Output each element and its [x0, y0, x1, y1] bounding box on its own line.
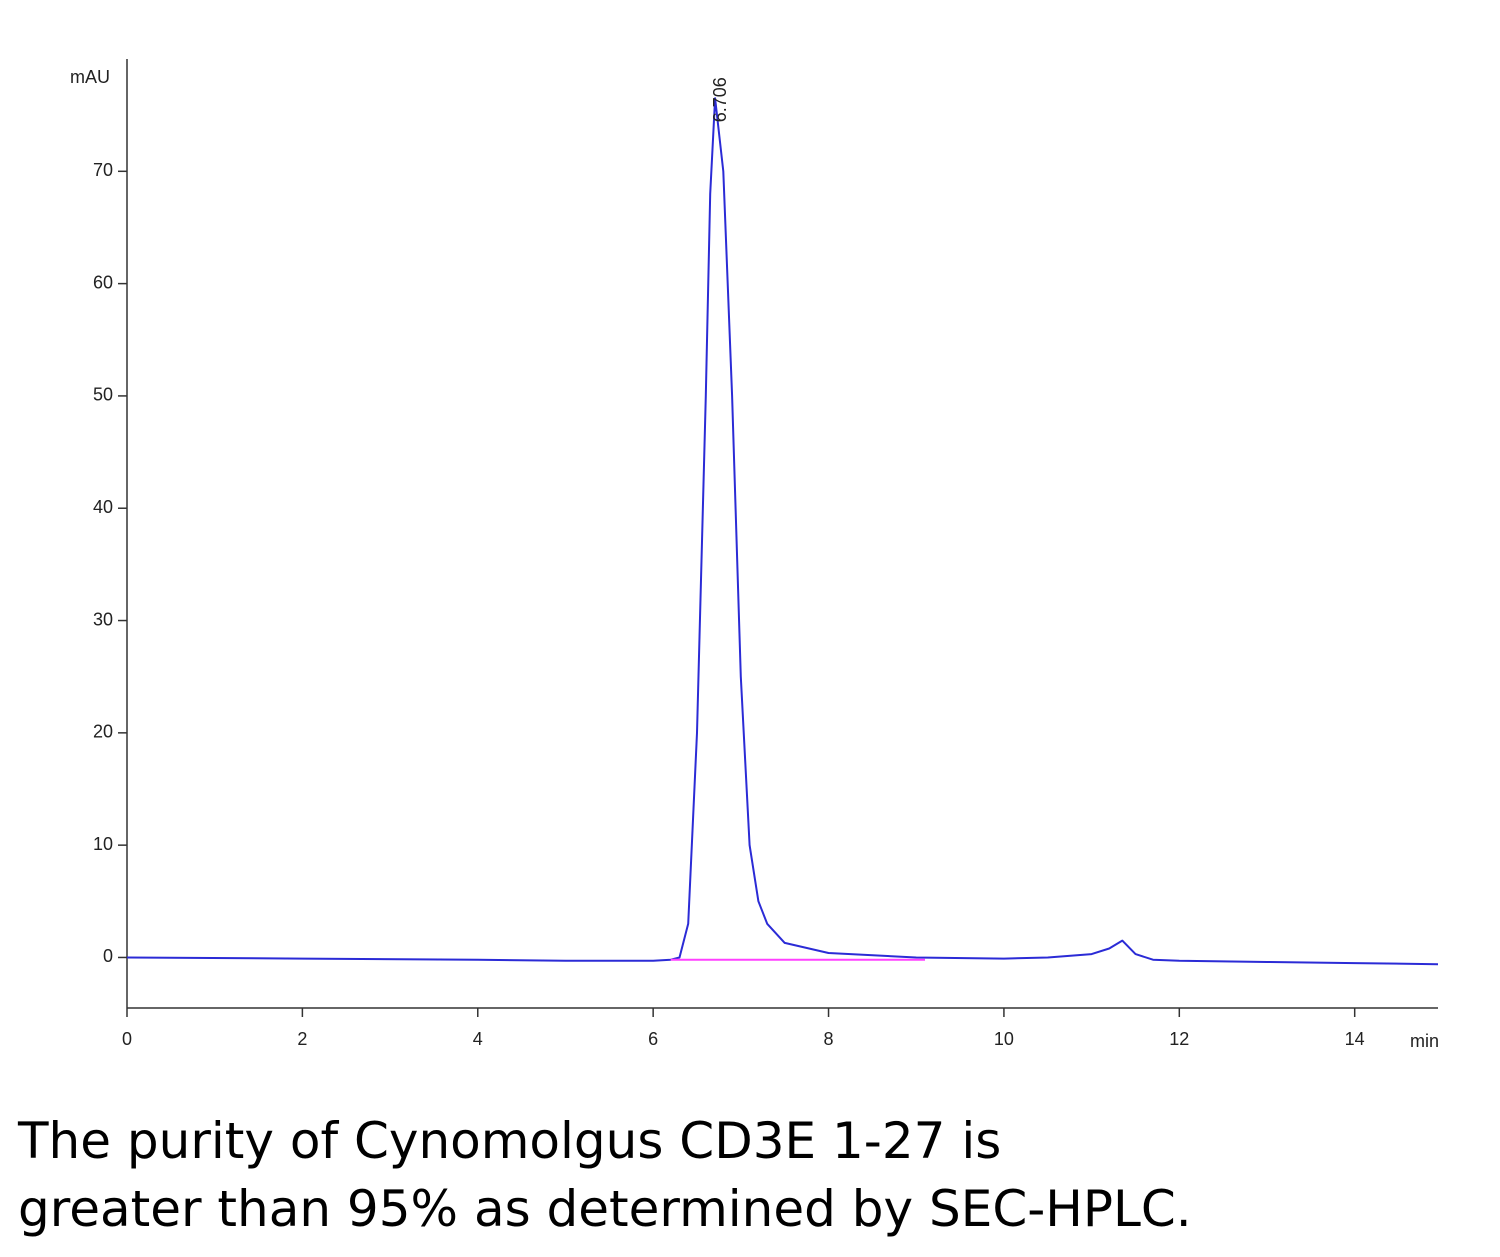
caption-line: greater than 95% as determined by SEC-HP…: [18, 1180, 1192, 1238]
x-tick-label: 10: [994, 1029, 1014, 1049]
x-tick-label: 0: [122, 1029, 132, 1049]
y-tick-label: 40: [93, 497, 113, 517]
y-axis-label: mAU: [70, 67, 110, 87]
x-axis-label: min: [1410, 1031, 1439, 1051]
y-tick-label: 50: [93, 385, 113, 405]
y-tick-label: 20: [93, 722, 113, 742]
y-tick-label: 0: [103, 946, 113, 966]
x-tick-label: 6: [648, 1029, 658, 1049]
x-tick-label: 2: [297, 1029, 307, 1049]
caption-line: The purity of Cynomolgus CD3E 1-27 is: [17, 1112, 1001, 1170]
y-tick-label: 70: [93, 160, 113, 180]
x-tick-label: 8: [824, 1029, 834, 1049]
x-tick-label: 12: [1169, 1029, 1189, 1049]
x-tick-label: 14: [1345, 1029, 1365, 1049]
y-tick-label: 10: [93, 834, 113, 854]
peak-label: 6.706: [710, 77, 730, 122]
trace: [126, 97, 1439, 966]
x-tick-label: 4: [473, 1029, 483, 1049]
y-tick-label: 30: [93, 609, 113, 629]
y-tick-label: 60: [93, 272, 113, 292]
